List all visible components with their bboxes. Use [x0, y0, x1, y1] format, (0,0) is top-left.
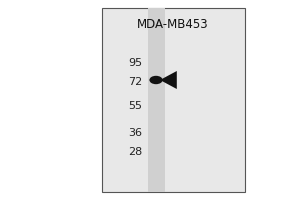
Text: 36: 36	[128, 128, 142, 138]
Text: 28: 28	[128, 147, 142, 157]
Text: MDA-MB453: MDA-MB453	[137, 18, 209, 31]
Polygon shape	[160, 71, 177, 89]
Bar	[102, 8, 245, 192]
Text: 72: 72	[128, 77, 142, 87]
Bar	[148, 8, 165, 192]
Ellipse shape	[149, 76, 163, 84]
Text: 95: 95	[128, 58, 142, 68]
Text: 55: 55	[128, 101, 142, 111]
